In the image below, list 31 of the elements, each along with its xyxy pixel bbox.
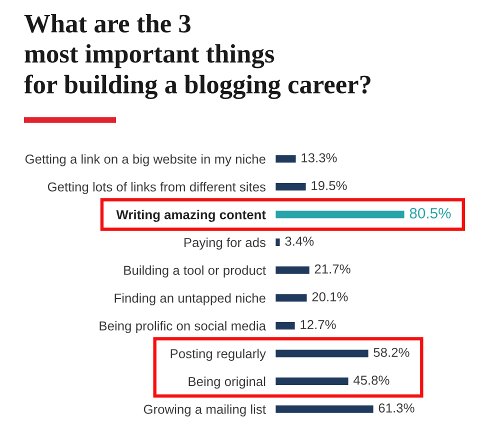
- y-tick-label: Getting a link on a big website in my niche: [25, 154, 266, 166]
- bar: [275, 404, 375, 414]
- data-label: 13.3%: [302, 153, 337, 162]
- data-label: 58.2%: [374, 348, 410, 357]
- y-tick-label: Getting lots of links from different sites: [48, 182, 266, 194]
- bar: [275, 154, 298, 164]
- chart-title: What are the 3 most important things for building a blogging career?: [24, 14, 370, 100]
- data-label: 61.3%: [378, 403, 414, 413]
- bar: [275, 320, 296, 331]
- bar: [275, 237, 282, 248]
- y-tick-label: Growing a mailing list: [144, 404, 266, 416]
- data-label: 3.4%: [285, 236, 314, 246]
- y-tick-label: Being prolific on social media: [100, 321, 266, 334]
- bar: [275, 348, 370, 359]
- bar: [275, 264, 311, 276]
- bar: [275, 182, 308, 192]
- y-tick-label: Writing amazing content: [116, 210, 266, 222]
- y-tick-label: Being original: [188, 376, 266, 389]
- data-label: 12.7%: [300, 320, 336, 330]
- y-tick-label: Building a tool or product: [124, 265, 266, 278]
- data-label: 19.5%: [312, 181, 347, 190]
- data-label: 45.8%: [353, 376, 390, 385]
- data-label: 20.1%: [312, 292, 348, 302]
- y-tick-label: Posting regularly: [170, 348, 266, 361]
- data-label: 21.7%: [314, 264, 350, 274]
- bar: [275, 292, 308, 304]
- data-label: 80.5%: [410, 208, 451, 218]
- y-tick-label: Paying for ads: [184, 238, 266, 250]
- y-tick-label: Finding an untapped niche: [114, 293, 266, 306]
- bar: [275, 209, 405, 220]
- bar: [275, 376, 350, 386]
